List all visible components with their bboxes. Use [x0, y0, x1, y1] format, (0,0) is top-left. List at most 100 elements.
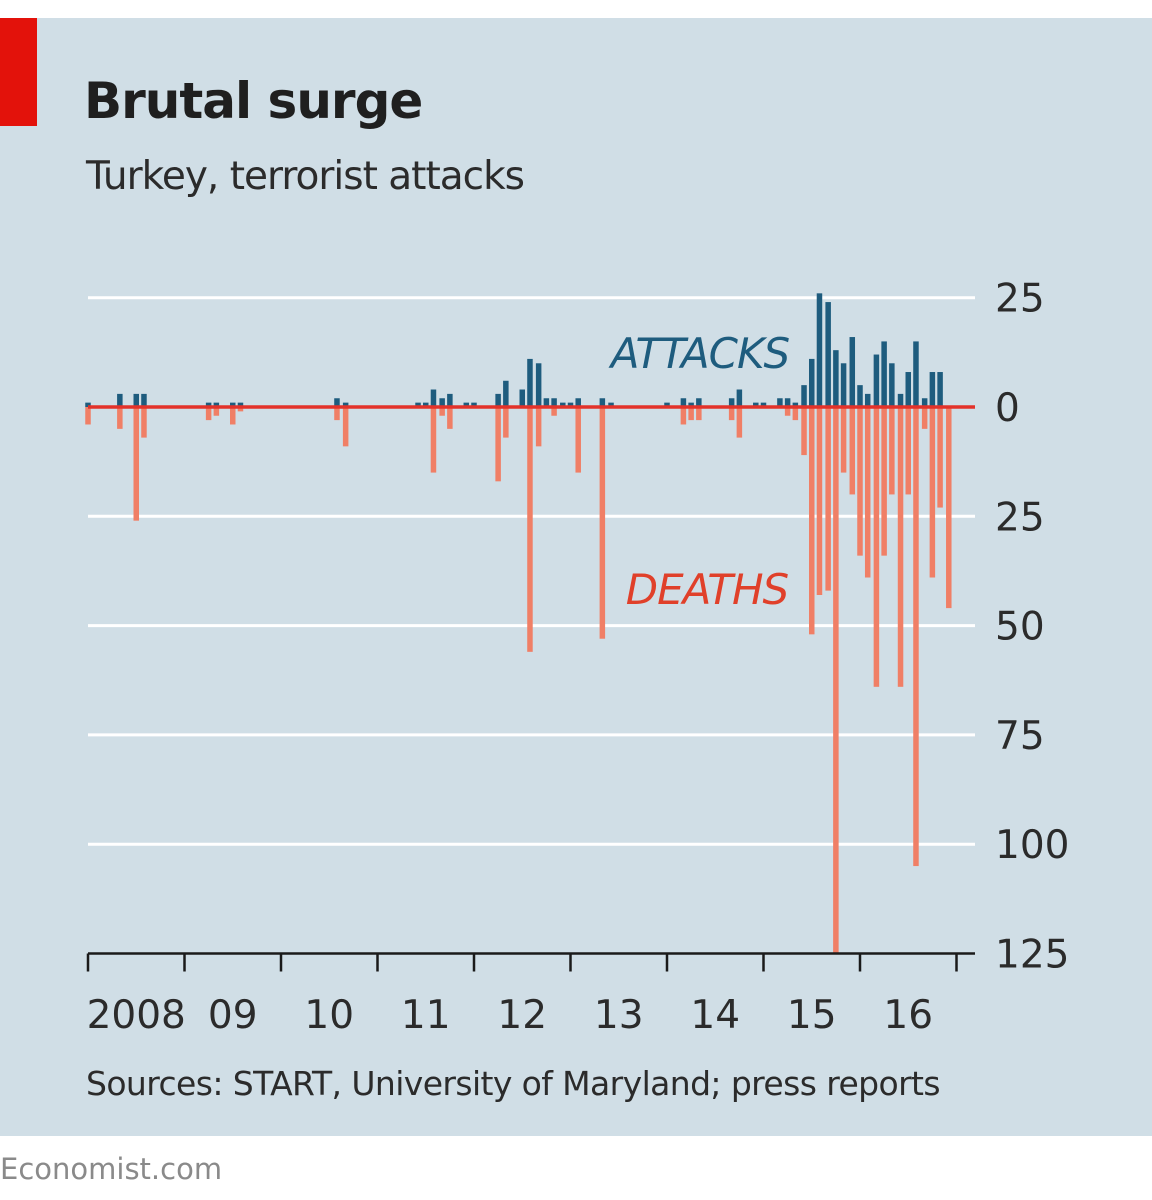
deaths-bar	[230, 407, 236, 425]
attacks-bar	[543, 398, 550, 407]
chart-panel: Brutal surge Turkey, terrorist attacks 2…	[0, 18, 1152, 1136]
attacks-bar	[897, 393, 904, 407]
deaths-bar	[825, 407, 831, 591]
attacks-bar	[133, 393, 139, 407]
attacks-bar	[237, 402, 244, 407]
attacks-bar	[342, 402, 349, 407]
deaths-bar	[946, 407, 952, 609]
attacks-bar	[921, 398, 928, 407]
deaths-bar	[873, 407, 880, 687]
deaths-bar	[599, 407, 606, 639]
brand-red-tag	[0, 18, 37, 126]
attacks-series-label: ATTACKS	[608, 329, 790, 378]
deaths-bar	[809, 407, 815, 635]
attacks-bar	[463, 402, 470, 407]
deaths-bar	[696, 407, 702, 421]
deaths-bar	[213, 407, 220, 416]
deaths-bar	[937, 407, 943, 508]
deaths-bar	[117, 407, 123, 429]
deaths-bar	[85, 407, 91, 425]
attacks-bar	[430, 389, 437, 407]
x-tick-label: 13	[594, 993, 644, 1038]
attacks-bar	[117, 393, 123, 407]
deaths-bar	[205, 407, 212, 421]
chart-title: Brutal surge	[84, 72, 423, 130]
y-tick-label: 25	[995, 277, 1045, 322]
attacks-bar	[760, 402, 767, 407]
attacks-bar	[809, 358, 815, 407]
attacks-bar	[599, 398, 606, 407]
deaths-series-label: DEATHS	[626, 565, 789, 614]
x-tick-label: 11	[401, 993, 451, 1038]
attacks-bar	[857, 385, 863, 407]
attacks-bar	[567, 402, 574, 407]
deaths-bar	[133, 407, 139, 521]
deaths-bar	[849, 407, 856, 495]
deaths-bar	[736, 407, 743, 438]
deaths-bar	[889, 407, 895, 495]
deaths-bar	[833, 407, 839, 954]
deaths-bar	[929, 407, 936, 578]
y-tick-label: 100	[995, 823, 1069, 868]
attacks-bar	[849, 337, 856, 407]
deaths-bar	[551, 407, 557, 416]
deaths-bar	[495, 407, 501, 482]
deaths-bar	[439, 407, 445, 416]
y-tick-label: 50	[995, 605, 1045, 650]
chart-area: 25 0 25 50 75 100 125 2008 09 10 11 12 13 14 15 16 ATTAC…	[85, 277, 1070, 1038]
attacks-bar	[929, 372, 936, 407]
x-tick-label: 09	[208, 993, 258, 1038]
deaths-bar	[897, 407, 904, 687]
attacks-bar	[905, 372, 911, 407]
attacks-bar	[833, 350, 839, 407]
chart-subtitle: Turkey, terrorist attacks	[86, 154, 525, 199]
bars	[85, 293, 952, 954]
attacks-bar	[840, 363, 847, 407]
attacks-bar	[881, 341, 887, 407]
attacks-bar	[753, 402, 759, 407]
attacks-bar	[503, 380, 509, 407]
deaths-bar	[680, 407, 687, 425]
y-tick-label: 125	[995, 933, 1069, 978]
labels: 25 0 25 50 75 100 125 2008 09 10 11 12 13 14 15 16 ATTAC…	[87, 277, 1070, 1038]
x-tick-label: 10	[304, 993, 354, 1038]
attacks-bar	[423, 402, 429, 407]
deaths-bar	[430, 407, 437, 473]
attacks-bar	[439, 398, 445, 407]
attacks-bar	[784, 398, 791, 407]
attacks-bar	[334, 398, 340, 407]
footer-credit: Economist.com	[0, 1152, 223, 1186]
x-tick-label: 12	[497, 993, 547, 1038]
deaths-bar	[342, 407, 349, 447]
attacks-bar	[696, 398, 702, 407]
deaths-bar	[334, 407, 340, 421]
deaths-bar	[881, 407, 887, 556]
axes	[86, 405, 975, 972]
deaths-bar	[728, 407, 735, 421]
attacks-bar	[495, 393, 501, 407]
deaths-bar	[792, 407, 799, 421]
deaths-bar	[141, 407, 147, 438]
attacks-bar	[913, 341, 919, 407]
deaths-bar	[913, 407, 919, 867]
deaths-bar	[864, 407, 871, 578]
attacks-bar	[205, 402, 212, 407]
attacks-bar	[825, 302, 831, 407]
attacks-bar	[551, 398, 557, 407]
attacks-bar	[937, 372, 943, 407]
y-tick-label: 75	[995, 714, 1045, 759]
attacks-bar	[777, 398, 783, 407]
attacks-bar	[873, 354, 880, 407]
deaths-bar	[801, 407, 807, 456]
attacks-bar	[213, 402, 220, 407]
source-note: Sources: START, University of Maryland; …	[86, 1064, 941, 1103]
attacks-bar	[447, 393, 453, 407]
attacks-bar	[141, 393, 147, 407]
attacks-bar	[527, 358, 533, 407]
attacks-bar	[728, 398, 735, 407]
attacks-bar	[535, 363, 542, 407]
attacks-bar	[816, 293, 823, 407]
deaths-bar	[527, 407, 533, 652]
attacks-bar	[230, 402, 236, 407]
deaths-bar	[447, 407, 453, 429]
